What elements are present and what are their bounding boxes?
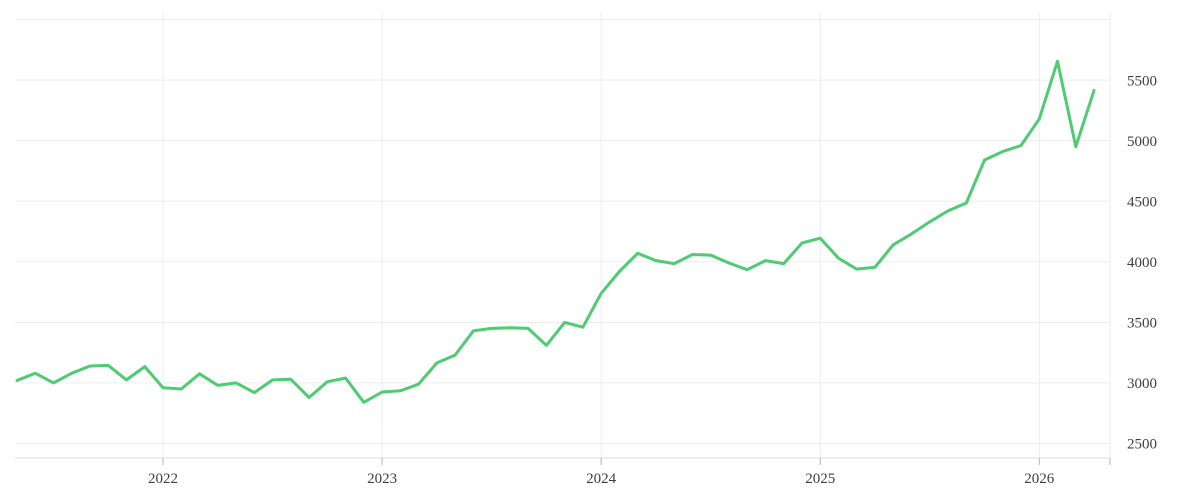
x-axis-label: 2023 (367, 471, 397, 487)
y-axis-label: 5500 (1127, 73, 1157, 89)
x-axis-label: 2026 (1024, 471, 1055, 487)
y-axis-label: 3500 (1127, 316, 1157, 332)
y-axis-label: 5000 (1127, 134, 1157, 150)
x-axis-label: 2025 (805, 471, 835, 487)
data-line-series (15, 59, 1096, 404)
y-axis-label: 2500 (1127, 437, 1157, 453)
y-axis-label: 4500 (1127, 194, 1157, 210)
y-axis-label: 3000 (1127, 376, 1157, 392)
x-axis-label: 2024 (586, 471, 617, 487)
y-axis-label: 4000 (1127, 255, 1157, 271)
x-axis-label: 2022 (148, 471, 178, 487)
